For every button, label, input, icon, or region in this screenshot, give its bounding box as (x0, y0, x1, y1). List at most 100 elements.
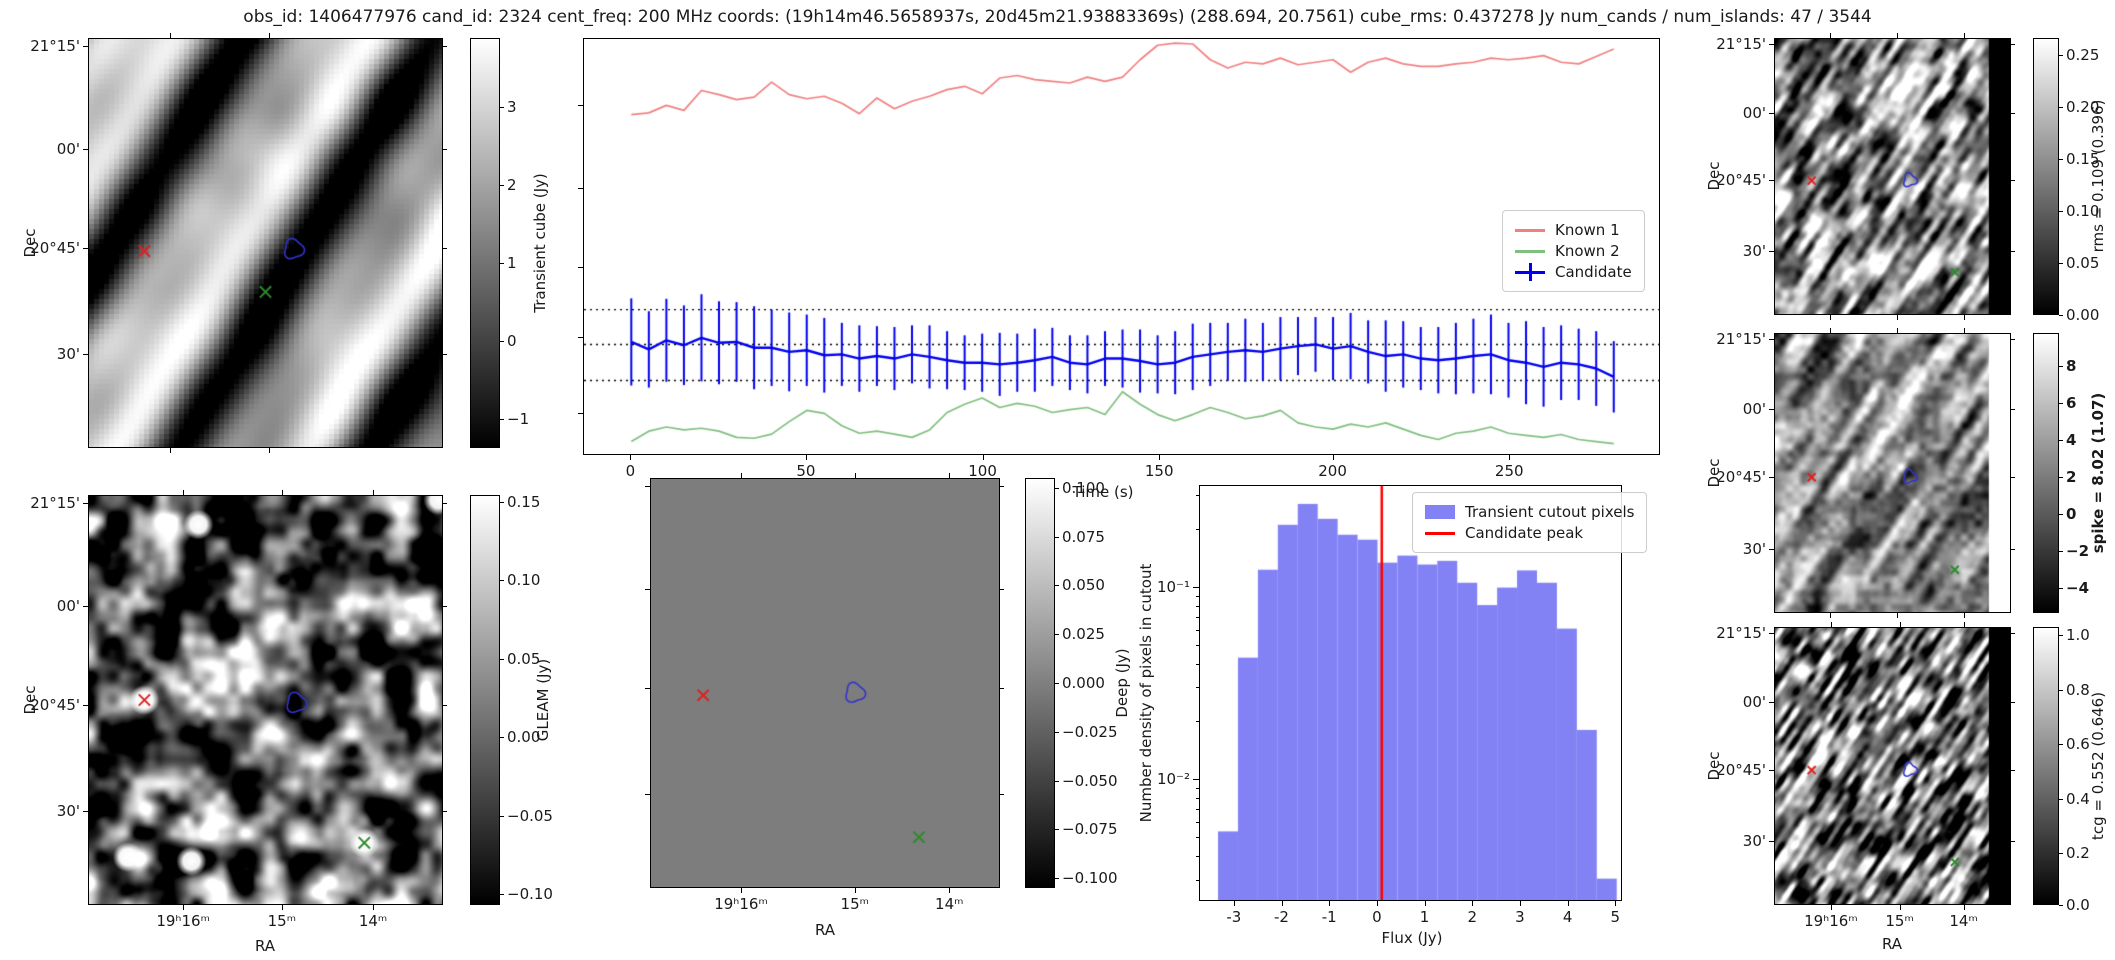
axis-tick (1963, 622, 1965, 627)
axis-tick (1769, 251, 1774, 253)
time-tick-label: 100 (968, 462, 997, 480)
axis-tick (83, 605, 88, 607)
dec-tick-label: 00' (1742, 692, 1766, 711)
axis-tick (1769, 408, 1774, 410)
colorbar-tick-label: 0.15 (507, 492, 541, 511)
axis-tick (2059, 588, 2063, 590)
axis-tick (1196, 836, 1199, 838)
time-tick-label: 250 (1494, 462, 1524, 480)
axis-tick (1281, 901, 1283, 906)
ra-axis-label-tcg: RA (1881, 935, 1903, 953)
axis-tick (1963, 613, 1965, 618)
rms-colorbar-label: rms = 0.109 (0.396) (2088, 99, 2107, 253)
axis-tick (281, 490, 283, 495)
legend-row-known1: Known 1 (1515, 221, 1632, 239)
legend-label-candidate-peak: Candidate peak (1465, 524, 1584, 542)
axis-tick (2059, 439, 2063, 441)
axis-tick (443, 353, 447, 355)
spike-panel (1774, 333, 2011, 613)
flux-tick-label: 1 (1419, 908, 1430, 926)
colorbar-tick-label: −2 (2066, 541, 2090, 560)
axis-tick (500, 579, 504, 581)
dec-tick-label: 20°45' (30, 239, 80, 258)
figure-title: obs_id: 1406477976 cand_id: 2324 cent_fr… (243, 7, 1872, 27)
axis-tick (83, 46, 88, 48)
axis-tick (2011, 338, 2015, 340)
legend-row-candidate: Candidate (1515, 263, 1632, 281)
axis-tick (1769, 180, 1774, 182)
lightcurve-panel (583, 38, 1660, 455)
candidate-errorbar-sample (1515, 263, 1545, 281)
histogram-panel (1199, 485, 1622, 901)
ra-tick-label: 14ᵐ (358, 912, 388, 930)
axis-tick (2059, 690, 2063, 692)
axis-tick (2059, 799, 2063, 801)
flux-tick-label: 2 (1467, 908, 1478, 926)
axis-tick (2059, 366, 2063, 368)
dec-tick-label: 30' (56, 344, 80, 363)
axis-tick (630, 455, 632, 460)
axis-tick (1196, 879, 1199, 881)
time-tick-label: 50 (796, 462, 816, 480)
axis-tick (2059, 635, 2063, 637)
axis-tick (1196, 605, 1199, 607)
legend-label-candidate: Candidate (1555, 263, 1632, 281)
colorbar-tick-label: 0.0 (2066, 895, 2090, 914)
colorbar-tick-label: 4 (2066, 430, 2077, 449)
axis-tick (1769, 43, 1774, 45)
axis-tick (1196, 721, 1199, 723)
axis-tick (2059, 551, 2063, 553)
axis-tick (1196, 787, 1199, 789)
axis-tick (2011, 632, 2015, 634)
axis-tick (1055, 536, 1059, 538)
axis-tick (578, 105, 583, 107)
axis-tick (1055, 634, 1059, 636)
flux-tick-label: -1 (1321, 908, 1337, 926)
known2-line-sample (1515, 249, 1545, 253)
ra-tick-label: 19ʰ16ᵐ (1804, 912, 1858, 930)
axis-tick (1829, 315, 1831, 320)
ra-axis-label-gleam: RA (254, 937, 276, 955)
axis-tick (1055, 585, 1059, 587)
lightcurve-plot (584, 39, 1659, 454)
axis-tick (645, 588, 650, 590)
ra-tick-label: 14ᵐ (935, 895, 964, 913)
axis-tick (83, 810, 88, 812)
axis-tick (1769, 112, 1774, 114)
axis-tick (269, 33, 271, 38)
axis-tick (854, 888, 856, 893)
axis-tick (1196, 687, 1199, 689)
flux-tick-label: 0 (1372, 908, 1382, 926)
deep-colorbar (1025, 478, 1055, 888)
axis-tick (2059, 905, 2063, 906)
axis-tick (1000, 688, 1004, 690)
axis-tick (645, 688, 650, 690)
dec-tick-label: 20°45' (30, 696, 80, 715)
dec-tick-label: 21°15' (30, 36, 80, 55)
axis-tick (2059, 743, 2063, 745)
axis-tick (578, 266, 583, 268)
axis-tick (1897, 315, 1899, 320)
legend-label-cutout-pixels: Transient cutout pixels (1465, 503, 1635, 521)
tcg-image (1775, 628, 2010, 904)
axis-tick (1830, 905, 1832, 910)
tcg-panel (1774, 627, 2011, 905)
axis-tick (1897, 613, 1899, 618)
axis-tick (2059, 476, 2063, 478)
axis-tick (1055, 487, 1059, 489)
colorbar-tick-label: 0.20 (2066, 98, 2100, 116)
dec-tick-label: 21°15' (1716, 34, 1766, 53)
axis-tick (1519, 901, 1521, 906)
ra-tick-label: 15ᵐ (1885, 912, 1914, 930)
axis-tick (2011, 548, 2015, 550)
flux-tick-label: 4 (1562, 908, 1573, 926)
colorbar-tick-label: −0.050 (1062, 771, 1118, 790)
axis-tick (2059, 853, 2063, 854)
axis-tick (443, 503, 447, 505)
axis-tick (183, 905, 185, 910)
axis-tick (1196, 495, 1199, 497)
colorbar-tick-label: −0.100 (1062, 868, 1118, 887)
axis-tick (1055, 878, 1059, 880)
axis-tick (2059, 315, 2063, 316)
dec-tick-label: 20°45' (1716, 170, 1766, 189)
